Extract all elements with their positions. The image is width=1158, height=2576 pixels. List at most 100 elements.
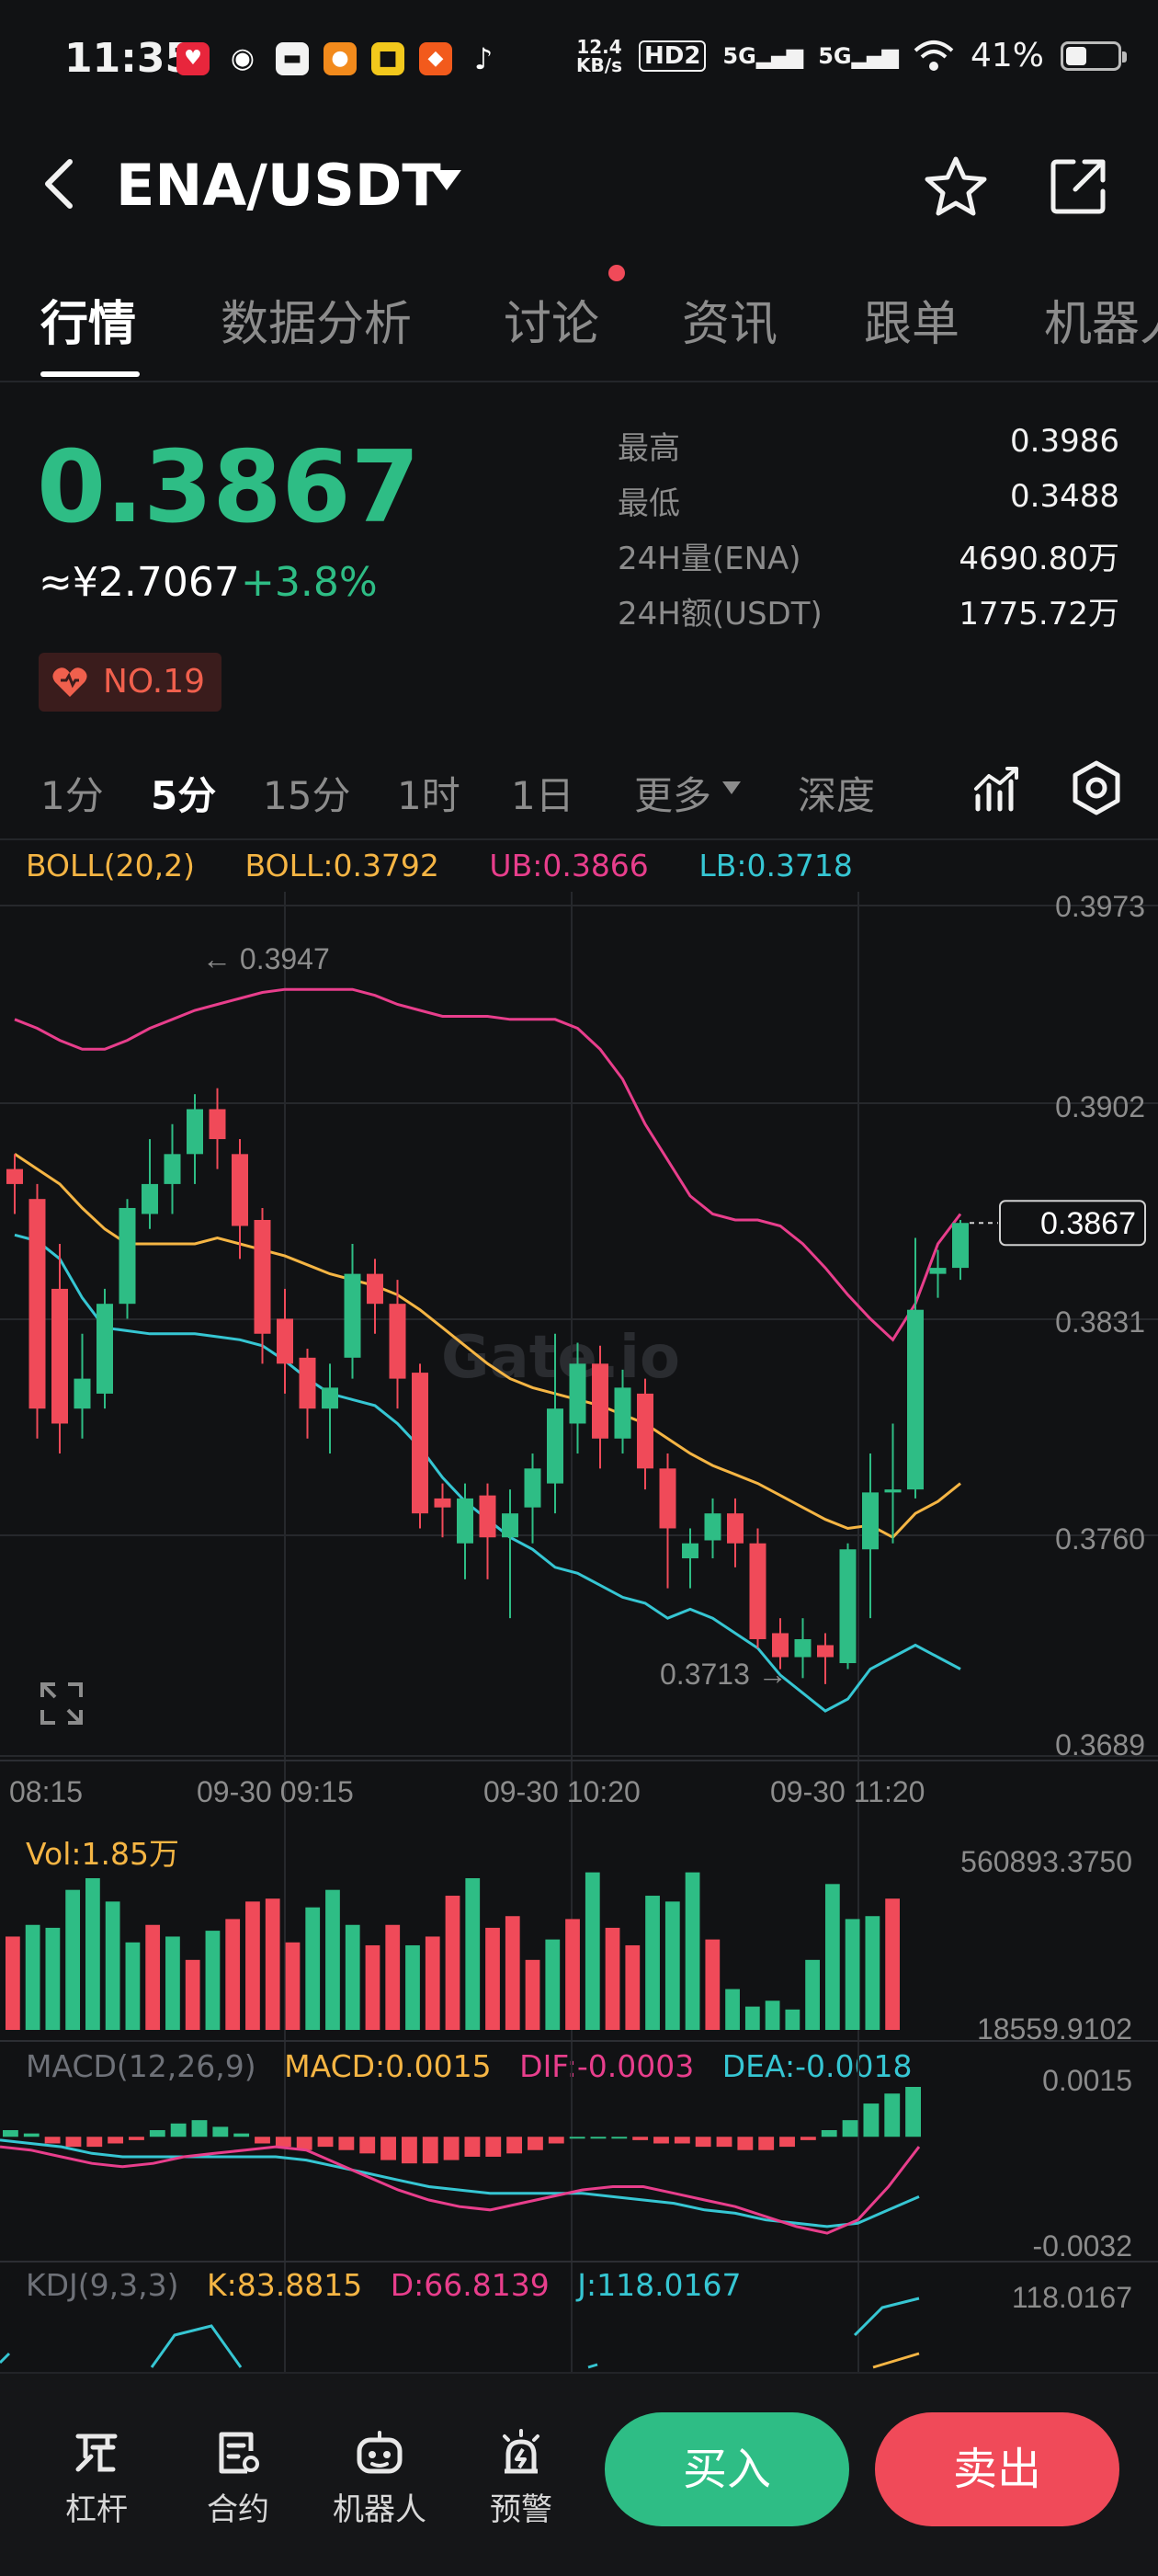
volume-bar (245, 1901, 260, 2030)
volume-bar (325, 1889, 340, 2030)
heart-icon (52, 667, 87, 697)
share-icon[interactable] (1048, 156, 1108, 217)
macd-histogram-bar (842, 2120, 858, 2137)
volume-bar (845, 1919, 860, 2030)
interval-1d[interactable]: 1日 (511, 773, 574, 818)
interval-1m[interactable]: 1分 (40, 773, 104, 818)
tab-market[interactable]: 行情 (40, 297, 137, 352)
interval-15m[interactable]: 15分 (263, 773, 351, 818)
macd-histogram-bar (443, 2137, 460, 2160)
volume-bar (205, 1931, 221, 2030)
volume-bar (6, 1936, 20, 2030)
robot-icon (357, 2431, 403, 2474)
macd-histogram-bar (674, 2137, 690, 2144)
depth-tab[interactable]: 深度 (798, 773, 876, 818)
macd-histogram-bar (695, 2137, 711, 2148)
candle (772, 1633, 789, 1658)
macd-histogram-bar (3, 2130, 18, 2137)
stat-value-turnover: 1775.72万 (959, 596, 1119, 633)
macd-histogram-bar (800, 2137, 816, 2140)
candle (389, 1304, 406, 1379)
interval-5m[interactable]: 5分 (151, 773, 217, 818)
volume-bar (565, 1919, 580, 2030)
candle (164, 1154, 181, 1184)
macd-legend: MACD(12,26,9) MACD:0.0015 DIF:-0.0003 DE… (26, 2048, 930, 2084)
volume-bar (125, 1942, 141, 2030)
macd-histogram-bar (233, 2133, 250, 2137)
volume-bar (725, 1989, 740, 2030)
tab-discussion[interactable]: 讨论 (504, 297, 600, 352)
candle (907, 1309, 924, 1490)
stat-label-volume: 24H量(ENA) (618, 541, 801, 577)
macd-histogram-bar (716, 2137, 732, 2148)
nav-bot[interactable]: 机器人 (329, 2429, 430, 2529)
sell-button[interactable]: 卖出 (875, 2412, 1119, 2526)
boll-name: BOLL(20,2) (26, 848, 196, 883)
macd-histogram-bar (170, 2123, 187, 2137)
volume-bar (365, 1944, 380, 2030)
active-tab-indicator (40, 371, 140, 377)
star-icon[interactable] (924, 154, 988, 219)
wifi-icon (914, 40, 954, 71)
candle (412, 1373, 428, 1514)
price-chart[interactable]: 0.3973 0.3902 0.3831 0.3760 0.3689 08:15 09-30… (0, 0, 1158, 2372)
nav-contract[interactable]: 合约 (187, 2429, 289, 2529)
indicator-icon[interactable] (972, 763, 1024, 815)
nav-leverage[interactable]: 杠杆 (46, 2429, 147, 2529)
candle (51, 1288, 68, 1424)
candle (299, 1357, 316, 1409)
buy-button[interactable]: 买入 (605, 2412, 849, 2526)
caret-down-icon[interactable] (722, 781, 741, 794)
macd-histogram-bar (422, 2137, 438, 2164)
status-bar: 11:35 ♥ ◉ ▬ ● ■ ◆ ♪ 12.4 KB/s HD2 5G▂▄▆ … (0, 0, 1158, 120)
settings-icon[interactable] (1068, 759, 1125, 816)
macd-histogram-bar (758, 2137, 775, 2150)
stat-label-high: 最高 (618, 430, 680, 467)
last-price-label: 0.3867 (1040, 1206, 1136, 1241)
nav-alert[interactable]: 预警 (471, 2429, 572, 2529)
rank-label: NO.19 (103, 663, 206, 701)
volume-bar (824, 1884, 840, 2030)
volume-bar (165, 1936, 180, 2030)
volume-bar (85, 1877, 100, 2030)
volume-bar (664, 1901, 680, 2030)
tab-bar: 行情 数据分析 讨论 资讯 跟单 机器人 (0, 276, 1158, 377)
cny-price: ≈¥2.7067 (39, 559, 240, 606)
macd-histogram-bar (464, 2137, 481, 2157)
chevron-down-icon[interactable] (432, 170, 461, 190)
boll-middle-line (14, 1153, 961, 1540)
candle (704, 1513, 721, 1541)
interval-1h[interactable]: 1时 (397, 773, 460, 818)
candle (569, 1363, 586, 1424)
candle (457, 1498, 473, 1544)
tab-data-analysis[interactable]: 数据分析 (221, 297, 413, 352)
volume-bar (65, 1889, 81, 2030)
candle (682, 1543, 698, 1559)
dea-value: DEA:-0.0018 (721, 2048, 913, 2084)
net-speed: 12.4 KB/s (576, 35, 622, 76)
volume-bar (225, 1919, 241, 2030)
tab-bot[interactable]: 机器人 (1044, 297, 1158, 352)
status-right: 12.4 KB/s HD2 5G▂▄▆ 5G▂▄▆ 41% (576, 35, 1127, 76)
x-tick-label: 08:15 (9, 1775, 83, 1808)
macd-histogram-bar (255, 2137, 270, 2144)
volume-bar (305, 1907, 321, 2030)
fullscreen-icon[interactable] (39, 1681, 85, 1727)
rank-badge[interactable]: NO.19 (39, 653, 222, 712)
signal-icon: 5G▂▄▆ (818, 42, 899, 69)
tab-news[interactable]: 资讯 (682, 297, 778, 352)
pair-title[interactable]: ENA/USDT (116, 152, 441, 219)
kdj-name: KDJ(9,3,3) (26, 2267, 179, 2303)
macd-histogram-bar (359, 2137, 376, 2154)
candle (524, 1468, 541, 1508)
candle (592, 1363, 608, 1439)
volume-min-label: 18559.9102 (977, 2012, 1132, 2046)
candle (547, 1408, 563, 1484)
interval-more[interactable]: 更多 (634, 773, 712, 818)
j-value: J:118.0167 (577, 2267, 742, 2303)
back-icon[interactable] (37, 156, 83, 211)
candle (817, 1645, 834, 1658)
tab-copy-trading[interactable]: 跟单 (864, 297, 960, 352)
dif-value: DIF:-0.0003 (519, 2048, 695, 2084)
k-line (872, 2352, 920, 2369)
